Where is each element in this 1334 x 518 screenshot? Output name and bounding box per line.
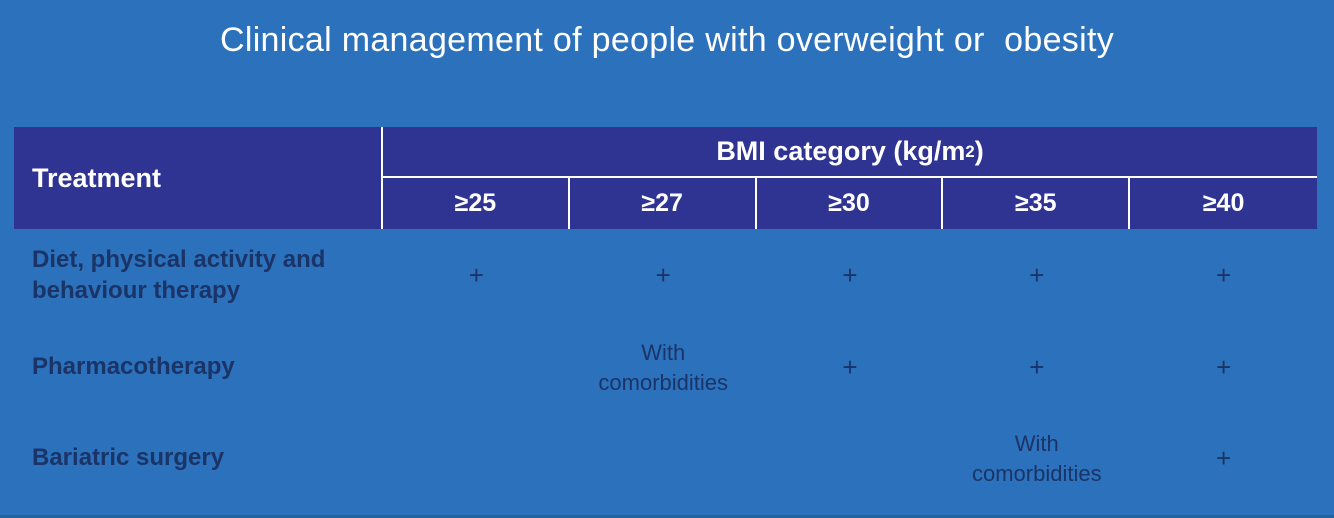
page-title: Clinical management of people with overw… <box>219 21 1114 59</box>
row-label-pharmacotherapy: Pharmacotherapy <box>32 353 235 381</box>
bmi-header-suffix: ) <box>974 136 984 166</box>
table-cell: + <box>655 259 671 290</box>
table-cell <box>757 413 944 504</box>
bmi-category-header-cell: BMI category (kg/m 2) <box>383 127 1317 178</box>
table-cell: + <box>1216 351 1232 382</box>
row-label-diet: Diet, physical activity and behaviour th… <box>32 246 326 304</box>
table-row-pharmacotherapy: Pharmacotherapy With comorbidities + + + <box>14 322 1317 413</box>
bmi-column-header-27: ≥27 <box>569 178 757 229</box>
bmi-column-header-40: ≥40 <box>1130 178 1317 229</box>
bmi-column-header-30: ≥30 <box>756 178 944 229</box>
slide-bottom-edge <box>0 515 1334 518</box>
table-cell <box>383 413 570 504</box>
table-cell: + <box>1029 259 1045 290</box>
table-cell: With comorbidities <box>971 430 1102 486</box>
table-cell: + <box>842 259 858 290</box>
bmi-column-header-35: ≥35 <box>943 178 1131 229</box>
table-cell: + <box>1029 351 1045 382</box>
row-label-bariatric-surgery: Bariatric surgery <box>32 444 225 472</box>
table-body: Diet, physical activity and behaviour th… <box>14 229 1317 504</box>
table-cell: + <box>1216 442 1232 473</box>
table-row-diet: Diet, physical activity and behaviour th… <box>14 229 1317 322</box>
table-cell: + <box>842 351 858 382</box>
treatment-header-cell: Treatment <box>14 127 383 229</box>
bmi-header-text: BMI category (kg/m <box>716 136 966 166</box>
bmi-column-header-25: ≥25 <box>383 178 570 229</box>
treatment-table: Treatment BMI category (kg/m 2) ≥25 ≥27 ≥… <box>14 127 1317 504</box>
table-cell: + <box>468 259 484 290</box>
table-row-bariatric-surgery: Bariatric surgery With comorbidities + <box>14 413 1317 504</box>
table-cell: With comorbidities <box>598 339 728 395</box>
table-cell: + <box>1216 259 1232 290</box>
table-cell <box>570 413 757 504</box>
table-cell <box>383 322 570 413</box>
table-header: Treatment BMI category (kg/m 2) ≥25 ≥27 ≥… <box>14 127 1317 229</box>
